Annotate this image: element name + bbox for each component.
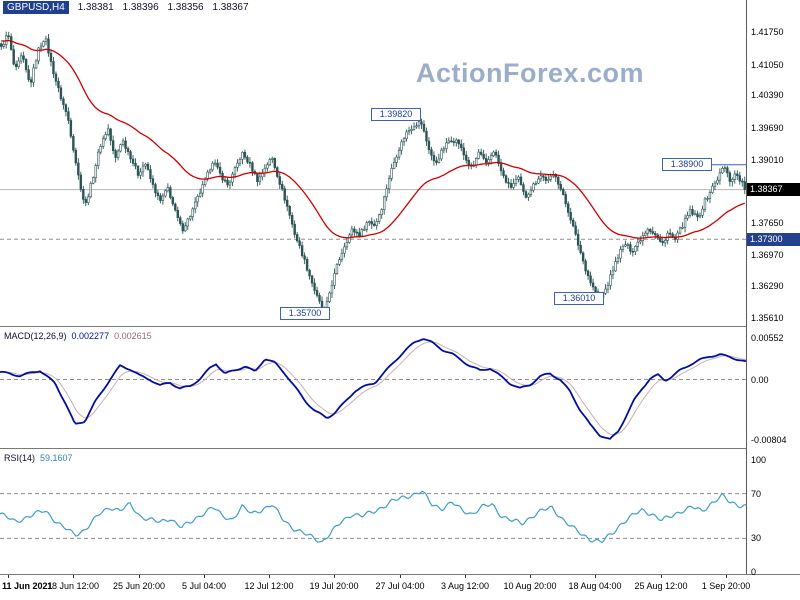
- time-tick: [269, 575, 270, 578]
- time-tick: [661, 575, 662, 578]
- axis-tick-label: 0: [751, 567, 757, 577]
- axis-tick-label: 70: [751, 489, 762, 499]
- time-tick-label: 18 Aug 04:00: [568, 581, 622, 591]
- time-tick: [465, 575, 466, 578]
- level-price-tag: 1.37300: [747, 233, 800, 246]
- open-value: 1.38381: [77, 2, 114, 13]
- panel-separator: [0, 326, 800, 327]
- time-axis-border: [0, 574, 800, 575]
- time-tick-label: 1 Sep 20:00: [701, 581, 751, 591]
- time-tick: [334, 575, 335, 578]
- axis-tick-label: -0.00804: [751, 435, 787, 445]
- time-tick-label: 10 Aug 20:00: [503, 581, 557, 591]
- watermark: ActionForex.com: [415, 58, 645, 88]
- axis-tick-label: 1.40390: [751, 90, 784, 100]
- time-tick: [73, 575, 74, 578]
- time-tick-label: 18 Jun 12:00: [46, 581, 100, 591]
- rsi-value: 59.1607: [40, 453, 73, 463]
- rsi-indicator-label: RSI(14) 59.1607: [4, 453, 73, 463]
- panel-separator: [0, 448, 800, 449]
- time-tick: [400, 575, 401, 578]
- axis-tick-label: 1.41750: [751, 27, 784, 37]
- time-tick: [595, 575, 596, 578]
- axis-tick-label: 1.36970: [751, 250, 784, 260]
- axis-tick-label: 1.37650: [751, 218, 784, 228]
- price-axis: 1.41750 1.41050 1.40390 1.39690 1.39010 1.376…: [747, 0, 800, 577]
- macd-main-value: 0.002277: [71, 331, 110, 341]
- time-tick: [204, 575, 205, 578]
- axis-tick-label: 1.35610: [751, 313, 784, 323]
- axis-tick-label: 1.39010: [751, 155, 784, 165]
- time-tick-label: 27 Jul 04:00: [375, 581, 425, 591]
- macd-name: MACD(12,26,9): [4, 331, 67, 341]
- macd-main-line: [0, 338, 746, 440]
- moving-average-line: [1, 39, 745, 239]
- time-tick: [726, 575, 727, 578]
- time-tick: [8, 575, 9, 578]
- axis-tick-label: 100: [751, 455, 767, 465]
- price-axis-border: [746, 0, 747, 574]
- rsi-name: RSI(14): [4, 453, 36, 463]
- close-value: 1.38367: [212, 2, 249, 13]
- axis-tick-label: 1.39690: [751, 123, 784, 133]
- axis-tick-label: 0.00552: [751, 333, 784, 343]
- macd-indicator-label: MACD(12,26,9) 0.002277 0.002615: [4, 331, 152, 341]
- rsi-plot: [0, 490, 746, 544]
- axis-tick-label: 30: [751, 533, 762, 543]
- time-tick-label: 12 Jul 12:00: [244, 581, 294, 591]
- axis-tick-label: 0.00: [751, 375, 769, 385]
- macd-plot: [0, 338, 746, 440]
- time-tick-label: 11 Jun 2021: [2, 581, 53, 591]
- current-price-tag: 1.38367: [747, 183, 800, 196]
- rsi-line: [0, 490, 746, 544]
- time-tick-label: 25 Aug 12:00: [634, 581, 688, 591]
- time-tick: [530, 575, 531, 578]
- high-value: 1.38396: [122, 2, 159, 13]
- axis-tick-label: 1.41050: [751, 60, 784, 70]
- axis-tick-label: 1.36290: [751, 281, 784, 291]
- time-tick-label: 19 Jul 20:00: [309, 581, 359, 591]
- price-chart-plot: [0, 31, 746, 313]
- candlesticks: [0, 31, 746, 313]
- low-value: 1.38356: [167, 2, 204, 13]
- time-tick-label: 5 Jul 04:00: [181, 581, 227, 591]
- time-tick: [139, 575, 140, 578]
- macd-signal-line: [0, 341, 746, 436]
- time-tick-label: 3 Aug 12:00: [440, 581, 490, 591]
- symbol-timeframe-label: GBPUSD,H4: [3, 1, 69, 14]
- macd-signal-value: 0.002615: [114, 331, 152, 341]
- time-tick-label: 25 Jun 20:00: [112, 581, 166, 591]
- time-axis: 11 Jun 2021 18 Jun 12:00 25 Jun 20:00 5 Jul…: [0, 575, 800, 600]
- chart-header: GBPUSD,H4 1.38381 1.38396 1.38356 1.3836…: [3, 1, 249, 17]
